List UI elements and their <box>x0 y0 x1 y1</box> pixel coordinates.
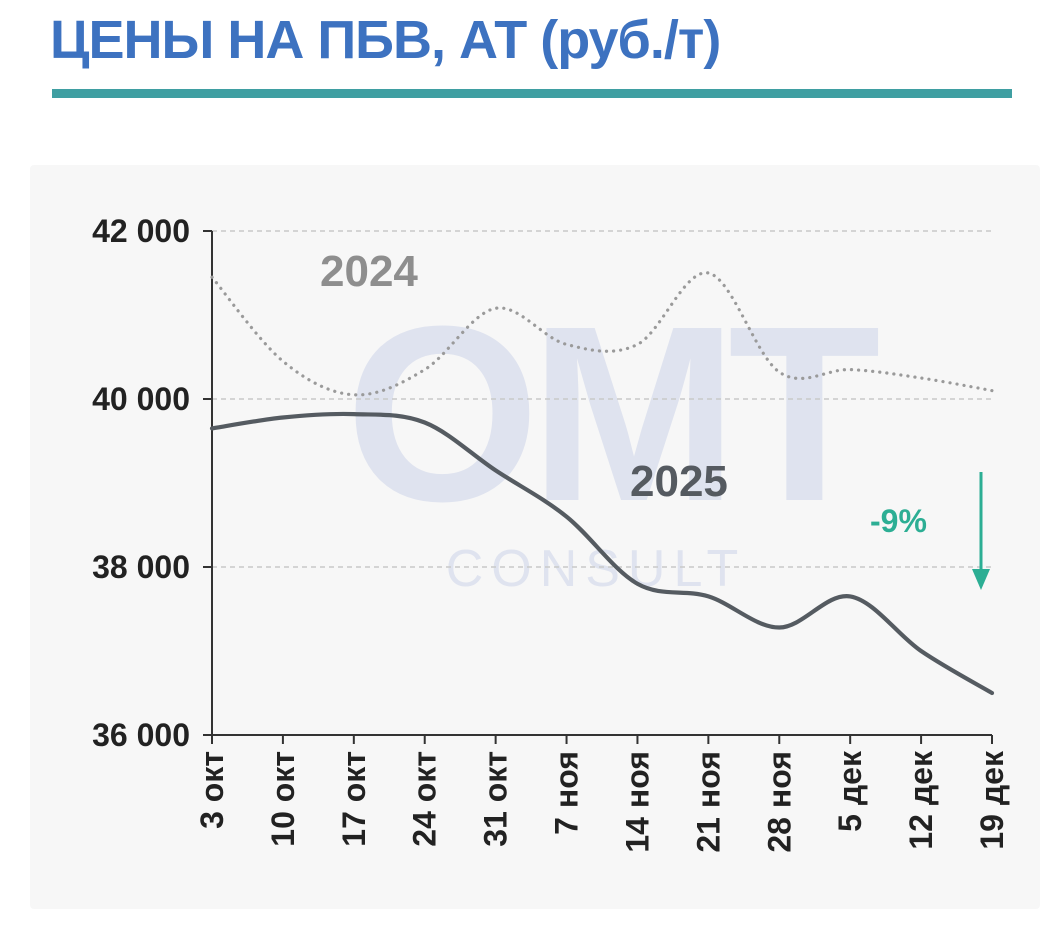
x-tick-label: 28 ноя <box>761 751 797 853</box>
x-tick-label: 14 ноя <box>619 751 655 853</box>
y-axis-ticks: 36 000 38 000 40 000 42 000 <box>92 213 212 753</box>
y-tick-label: 42 000 <box>92 213 190 249</box>
percent-change-label: -9% <box>870 503 927 539</box>
series-line-2024 <box>210 271 994 397</box>
y-tick-label: 40 000 <box>92 381 190 417</box>
x-axis-ticks: 3 окт 10 окт 17 окт 24 окт 31 окт 7 ноя 14 ноя… <box>194 735 1010 853</box>
x-tick-label: 5 дек <box>832 750 868 832</box>
change-annotation: -9% <box>870 472 990 590</box>
x-tick-label: 24 окт <box>407 751 443 847</box>
x-tick-label: 3 окт <box>194 751 230 829</box>
page-title: ЦЕНЫ НА ПБВ, АТ (руб./т) <box>50 10 721 70</box>
title-underline <box>52 89 1012 98</box>
watermark-caption: CONSULT <box>446 540 747 598</box>
x-tick-label: 31 окт <box>478 751 514 847</box>
axes <box>211 231 992 736</box>
x-tick-label: 19 дек <box>974 750 1010 850</box>
down-arrow-head <box>972 569 990 590</box>
series-label-2024: 2024 <box>320 247 418 296</box>
y-tick-label: 38 000 <box>92 549 190 585</box>
x-tick-label: 21 ноя <box>690 751 726 853</box>
series-line-2025 <box>209 411 995 696</box>
chart-panel <box>30 165 1040 909</box>
series-label-2025: 2025 <box>630 457 728 506</box>
y-tick-label: 36 000 <box>92 717 190 753</box>
grid-lines <box>212 230 992 568</box>
x-tick-label: 17 окт <box>336 751 372 847</box>
x-tick-label: 7 ноя <box>549 751 585 835</box>
x-tick-label: 12 дек <box>903 750 939 850</box>
series-lines <box>209 271 995 696</box>
x-tick-label: 10 окт <box>265 751 301 847</box>
series-labels: 2024 2025 <box>320 247 728 506</box>
watermark-logo: OMT <box>345 274 879 553</box>
